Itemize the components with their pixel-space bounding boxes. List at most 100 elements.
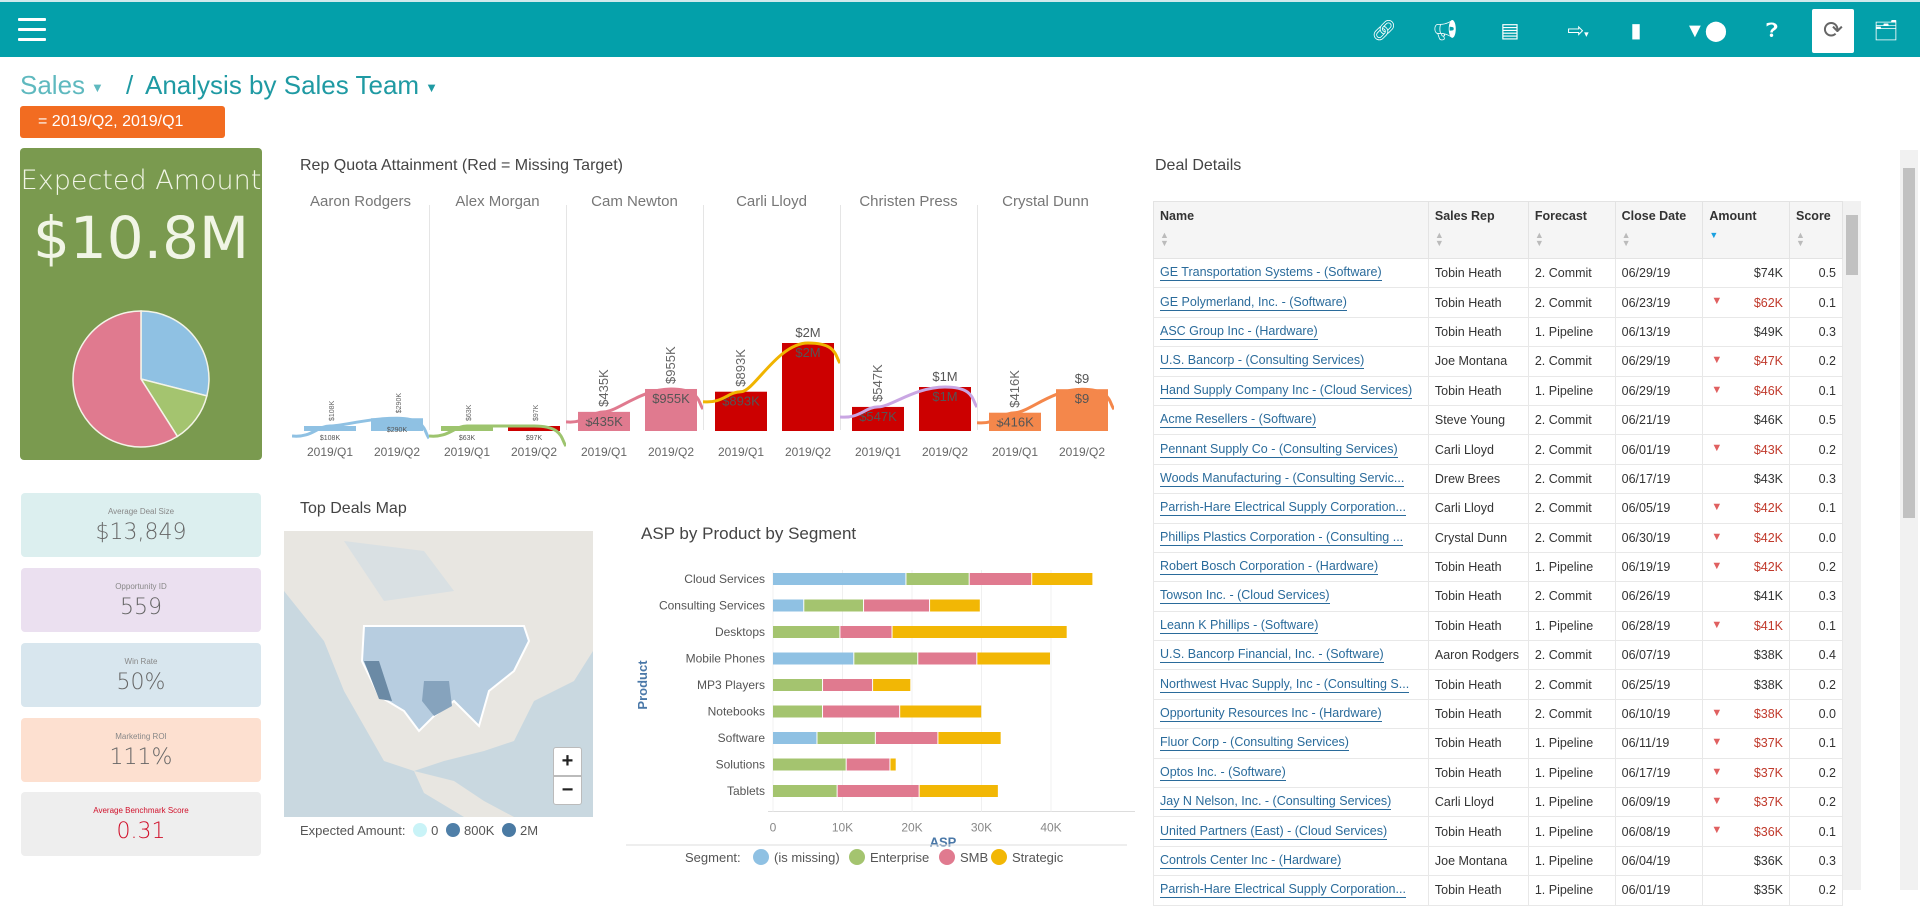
table-row[interactable]: United Partners (East) - (Cloud Services…	[1153, 816, 1843, 847]
deal-link[interactable]: Robert Bosch Corporation - (Hardware)	[1160, 559, 1379, 576]
bar-segment[interactable]	[773, 573, 906, 585]
table-row[interactable]: Hand Supply Company Inc - (Cloud Service…	[1153, 375, 1843, 406]
bar-segment[interactable]	[773, 652, 854, 665]
table-row[interactable]: GE Transportation Systems - (Software) To…	[1153, 257, 1843, 289]
menu-icon[interactable]	[18, 18, 46, 42]
bar-segment[interactable]	[969, 573, 1032, 585]
bar-segment[interactable]	[864, 599, 930, 612]
deal-link[interactable]: Towson Inc. - (Cloud Services)	[1160, 588, 1330, 605]
bar-segment[interactable]	[892, 626, 1067, 638]
deal-link[interactable]: U.S. Bancorp - (Consulting Services)	[1160, 353, 1365, 370]
deal-link[interactable]: Parrish-Hare Electrical Supply Corporati…	[1160, 500, 1406, 517]
folder-icon[interactable]: 🗂︎	[1873, 20, 1899, 42]
bar-segment[interactable]	[773, 679, 823, 691]
table-row[interactable]: GE Polymerland, Inc. - (Software) Tobin H…	[1153, 287, 1843, 318]
deal-link[interactable]: Pennant Supply Co - (Consulting Services…	[1160, 441, 1398, 458]
sort-icon[interactable]: ▲ ▼	[1796, 230, 1805, 248]
quota-bar[interactable]	[304, 426, 356, 431]
table-scrollbar-thumb[interactable]	[1846, 215, 1858, 275]
bar-segment[interactable]	[930, 599, 980, 612]
table-row[interactable]: U.S. Bancorp Financial, Inc. - (Software…	[1153, 640, 1843, 671]
bar-segment[interactable]	[1032, 573, 1093, 585]
map-zoom-in-button[interactable]: +	[553, 747, 582, 776]
bookmark-icon[interactable]: ▮	[1630, 20, 1642, 42]
column-header[interactable]: Score ▲ ▼	[1789, 201, 1843, 259]
deal-link[interactable]: Phillips Plastics Corporation - (Consult…	[1160, 529, 1404, 546]
deal-link[interactable]: ASC Group Inc - (Hardware)	[1160, 323, 1318, 340]
deal-link[interactable]: Northwest Hvac Supply, Inc - (Consulting…	[1160, 676, 1410, 693]
bar-segment[interactable]	[804, 599, 864, 612]
deal-link[interactable]: Acme Resellers - (Software)	[1160, 412, 1317, 429]
legend-item[interactable]: (is missing)	[774, 850, 840, 865]
pie-slice[interactable]	[72, 310, 179, 448]
sort-icon[interactable]: ▲ ▼	[1534, 230, 1544, 248]
quota-bar[interactable]	[508, 426, 560, 431]
table-scrollbar[interactable]	[1843, 201, 1861, 890]
bar-segment[interactable]	[918, 652, 977, 665]
deal-link[interactable]: Fluor Corp - (Consulting Services)	[1160, 735, 1349, 752]
export-icon[interactable]: ⇨▾	[1567, 20, 1589, 42]
breadcrumb-root[interactable]: Sales ▼	[20, 70, 104, 101]
refresh-icon[interactable]: ⟳	[1812, 9, 1854, 53]
bar-segment[interactable]	[823, 705, 900, 718]
column-header[interactable]: Close Date ▲ ▼	[1614, 201, 1704, 259]
sort-icon[interactable]: ▲ ▼	[1621, 230, 1631, 248]
bar-segment[interactable]	[823, 679, 873, 691]
bar-segment[interactable]	[773, 785, 837, 797]
table-row[interactable]: Leann K Phillips - (Software) Tobin Heath…	[1153, 610, 1843, 642]
column-header[interactable]: Sales Rep ▲ ▼	[1427, 201, 1529, 259]
table-row[interactable]: Woods Manufacturing - (Consulting Servic…	[1153, 463, 1843, 495]
deal-link[interactable]: U.S. Bancorp Financial, Inc. - (Software…	[1160, 647, 1384, 664]
map-zoom-out-button[interactable]: −	[553, 776, 582, 805]
table-row[interactable]: Parrish-Hare Electrical Supply Corporati…	[1153, 493, 1843, 524]
table-row[interactable]: Acme Resellers - (Software) Steve Young 2.…	[1153, 404, 1843, 436]
bar-segment[interactable]	[977, 652, 1050, 665]
deal-link[interactable]: Woods Manufacturing - (Consulting Servic…	[1160, 470, 1405, 487]
table-row[interactable]: Jay N Nelson, Inc. - (Consulting Service…	[1153, 787, 1843, 818]
bar-segment[interactable]	[919, 785, 998, 797]
pie-slice[interactable]	[140, 310, 210, 397]
bar-segment[interactable]	[873, 679, 911, 691]
help-icon[interactable]: ❓︎	[1765, 20, 1779, 42]
filter-toggle-icon[interactable]: ▼⬤	[1685, 20, 1728, 42]
page-scrollbar-thumb[interactable]	[1903, 168, 1915, 518]
bar-segment[interactable]	[817, 732, 875, 744]
bar-segment[interactable]	[840, 626, 892, 638]
legend-item[interactable]: Enterprise	[870, 850, 929, 865]
bar-segment[interactable]	[906, 573, 969, 585]
legend-item[interactable]: Strategic	[1012, 850, 1064, 865]
bar-segment[interactable]	[773, 626, 840, 638]
table-row[interactable]: Opportunity Resources Inc - (Hardware) To…	[1153, 698, 1843, 730]
table-row[interactable]: Fluor Corp - (Consulting Services) Tobin …	[1153, 728, 1843, 759]
quota-bar[interactable]	[1056, 389, 1108, 431]
column-header[interactable]: Name ▲ ▼	[1153, 201, 1429, 259]
sort-icon[interactable]: ▲ ▼	[1160, 230, 1169, 248]
bar-segment[interactable]	[890, 758, 896, 771]
bar-segment[interactable]	[773, 599, 804, 612]
table-row[interactable]: Parrish-Hare Electrical Supply Corporati…	[1153, 875, 1843, 906]
deal-link[interactable]: Leann K Phillips - (Software)	[1160, 617, 1319, 634]
quota-bar[interactable]	[441, 426, 493, 431]
bar-segment[interactable]	[837, 785, 919, 797]
table-row[interactable]: Towson Inc. - (Cloud Services) Tobin Heat…	[1153, 581, 1843, 612]
breadcrumb-page[interactable]: Analysis by Sales Team ▼	[145, 70, 438, 101]
megaphone-icon[interactable]: 📢︎	[1432, 20, 1458, 42]
sort-icon[interactable]: ▲ ▼	[1434, 230, 1444, 248]
bar-segment[interactable]	[773, 758, 846, 771]
column-header[interactable]: Amount ▼	[1702, 201, 1791, 259]
table-row[interactable]: ASC Group Inc - (Hardware) Tobin Heath 1. …	[1153, 316, 1843, 348]
bar-segment[interactable]	[846, 758, 890, 771]
column-header[interactable]: Forecast ▲ ▼	[1527, 201, 1616, 259]
bar-segment[interactable]	[938, 732, 1001, 744]
quota-bar[interactable]	[371, 418, 423, 431]
deal-link[interactable]: Controls Center Inc - (Hardware)	[1160, 853, 1342, 869]
document-icon[interactable]: ▤	[1500, 20, 1520, 42]
deal-link[interactable]: GE Transportation Systems - (Software)	[1160, 265, 1382, 282]
deal-link[interactable]: Optos Inc. - (Software)	[1160, 764, 1286, 781]
table-row[interactable]: Northwest Hvac Supply, Inc - (Consulting…	[1153, 669, 1843, 700]
deal-link[interactable]: GE Polymerland, Inc. - (Software)	[1160, 294, 1347, 311]
sort-descending-icon[interactable]: ▼	[1709, 230, 1719, 240]
link-icon[interactable]: 🔗︎	[1371, 20, 1397, 42]
table-row[interactable]: Phillips Plastics Corporation - (Consult…	[1153, 522, 1843, 553]
bar-segment[interactable]	[854, 652, 918, 665]
